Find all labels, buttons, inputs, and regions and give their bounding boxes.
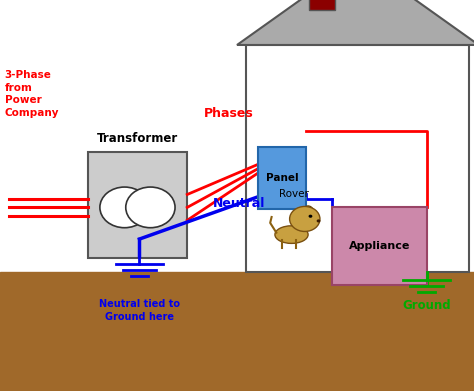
Polygon shape <box>237 0 474 45</box>
Text: Transformer: Transformer <box>97 132 178 145</box>
Bar <box>88 152 187 258</box>
Circle shape <box>126 187 175 228</box>
Circle shape <box>317 219 320 222</box>
Circle shape <box>290 206 320 231</box>
Circle shape <box>309 215 312 218</box>
Text: Phases: Phases <box>204 107 254 120</box>
Ellipse shape <box>305 206 314 217</box>
Text: Neutral tied to
Ground here: Neutral tied to Ground here <box>99 299 180 321</box>
Text: Neutral: Neutral <box>213 197 265 210</box>
Text: Rover: Rover <box>279 189 309 199</box>
Ellipse shape <box>275 226 308 243</box>
Bar <box>309 0 335 10</box>
Text: Appliance: Appliance <box>348 241 410 251</box>
Text: Panel: Panel <box>266 173 298 183</box>
Text: 3-Phase
from
Power
Company: 3-Phase from Power Company <box>5 70 59 118</box>
Bar <box>258 147 306 209</box>
Circle shape <box>100 187 149 228</box>
Text: Ground: Ground <box>402 299 451 312</box>
Bar <box>246 45 469 272</box>
Bar <box>0 272 474 391</box>
Bar <box>332 207 427 285</box>
